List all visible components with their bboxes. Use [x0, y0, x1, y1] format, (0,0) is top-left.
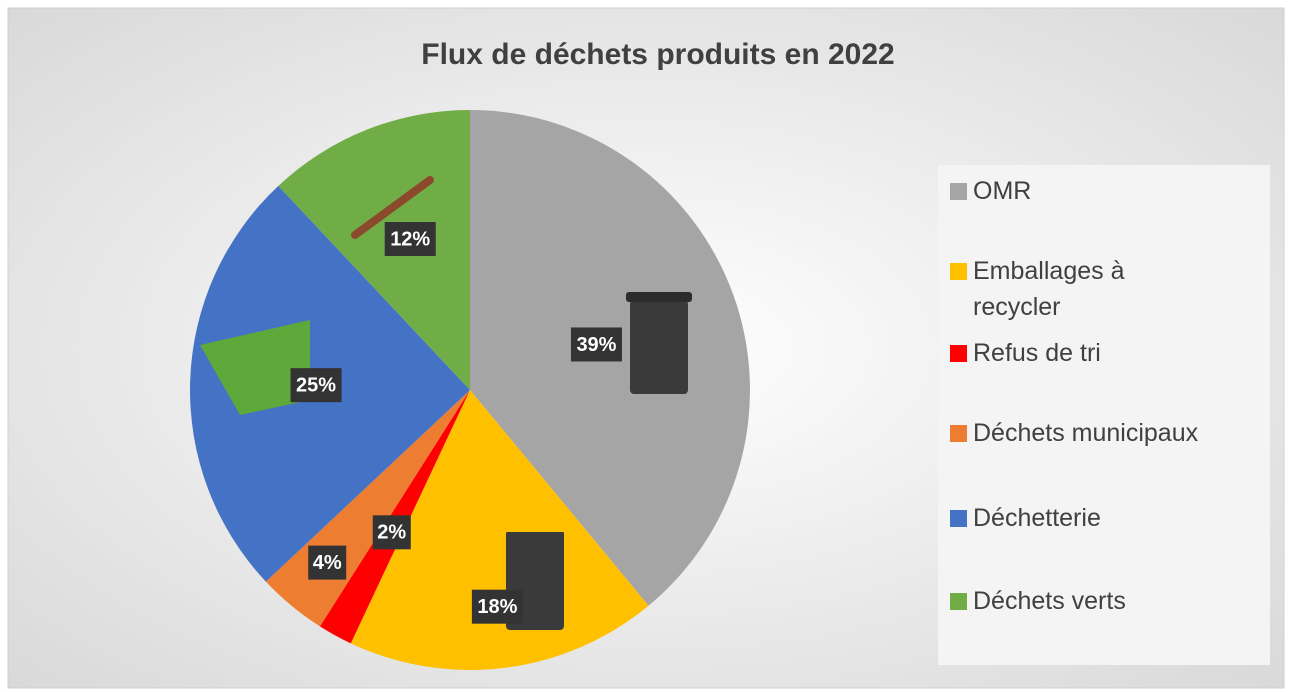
data-label: 12%	[390, 228, 430, 250]
data-label: 2%	[377, 522, 406, 544]
legend-label: Refus de tri	[973, 339, 1101, 367]
pie-slice	[278, 110, 470, 390]
legend-swatch	[950, 593, 967, 610]
data-label-box	[290, 368, 342, 403]
legend-entry: Déchets municipaux	[950, 415, 1270, 451]
legend-label: Déchets verts	[973, 587, 1126, 615]
bin-icon	[630, 300, 688, 394]
legend-entry: Déchetterie	[950, 500, 1270, 536]
icons	[200, 176, 692, 630]
legend-entry: OMR	[950, 173, 1270, 209]
data-label-box	[471, 589, 523, 624]
data-label: 18%	[477, 596, 517, 618]
legend-label: Emballages à recycler	[973, 257, 1125, 321]
bin-icon	[626, 292, 692, 302]
chart-title: Flux de déchets produits en 2022	[421, 38, 894, 71]
data-labels: 39% 18% 2% 4% 25% 12%	[290, 222, 622, 624]
legend-swatch	[950, 425, 967, 442]
data-label-box	[384, 222, 436, 257]
legend: OMR Emballages à recycler Refus de tri Déch…	[938, 165, 1270, 665]
pie-slice	[350, 390, 649, 670]
legend-label: Déchets municipaux	[973, 419, 1199, 447]
legend-entry: Emballages à recycler	[950, 253, 1270, 325]
data-label: 39%	[576, 334, 616, 356]
data-label-box	[570, 327, 622, 362]
legend-swatch	[950, 510, 967, 527]
legend-label: OMR	[973, 177, 1032, 205]
legend-entry: Refus de tri	[950, 335, 1270, 371]
legend-swatch	[950, 183, 967, 200]
data-label-box	[372, 515, 411, 550]
legend-swatch	[950, 345, 967, 362]
legend-swatch	[950, 263, 967, 280]
branch-icon	[351, 176, 434, 239]
bin-icon	[502, 520, 568, 532]
data-label: 25%	[296, 374, 336, 396]
legend-label: Déchetterie	[973, 504, 1101, 532]
legend-entry: Déchets verts	[950, 583, 1270, 619]
skip-icon	[200, 320, 310, 415]
data-label-box	[308, 545, 347, 580]
data-label: 4%	[313, 552, 342, 574]
